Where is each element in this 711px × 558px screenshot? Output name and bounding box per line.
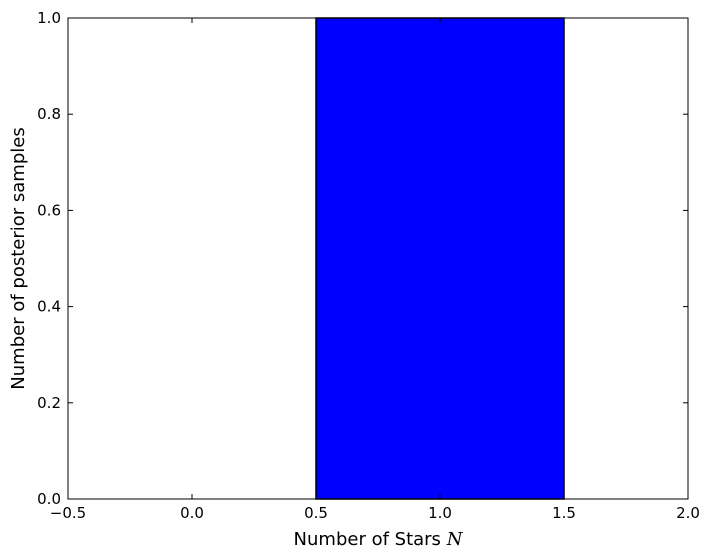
x-axis-label: Number of Stars N	[294, 529, 464, 550]
y-ticks: 0.0 0.2 0.4 0.6 0.8 1.0	[37, 9, 688, 508]
x-tick-label: 0.5	[304, 504, 328, 522]
x-axis-label-text: Number of Stars	[294, 529, 441, 550]
bars	[315, 17, 565, 500]
y-tick-label: 0.6	[37, 201, 61, 219]
x-tick-label: −0.5	[50, 504, 86, 522]
x-tick-label: 1.0	[428, 504, 452, 522]
y-axis-label: Number of posterior samples	[8, 127, 29, 389]
plot-frame	[67, 17, 689, 500]
bar-0	[315, 17, 565, 500]
y-tick-label: 0.8	[37, 105, 61, 123]
x-axis-label-variable: N	[446, 529, 464, 550]
y-tick-label: 0.0	[37, 490, 61, 508]
y-tick-label: 0.4	[37, 298, 61, 316]
x-ticks: −0.5 0.0 0.5 1.0 1.5 2.0	[50, 18, 700, 522]
y-tick-label: 0.2	[37, 394, 61, 412]
x-tick-label: 2.0	[676, 504, 700, 522]
y-tick-label: 1.0	[37, 9, 61, 27]
x-tick-label: 0.0	[180, 504, 204, 522]
x-tick-label: 1.5	[552, 504, 576, 522]
